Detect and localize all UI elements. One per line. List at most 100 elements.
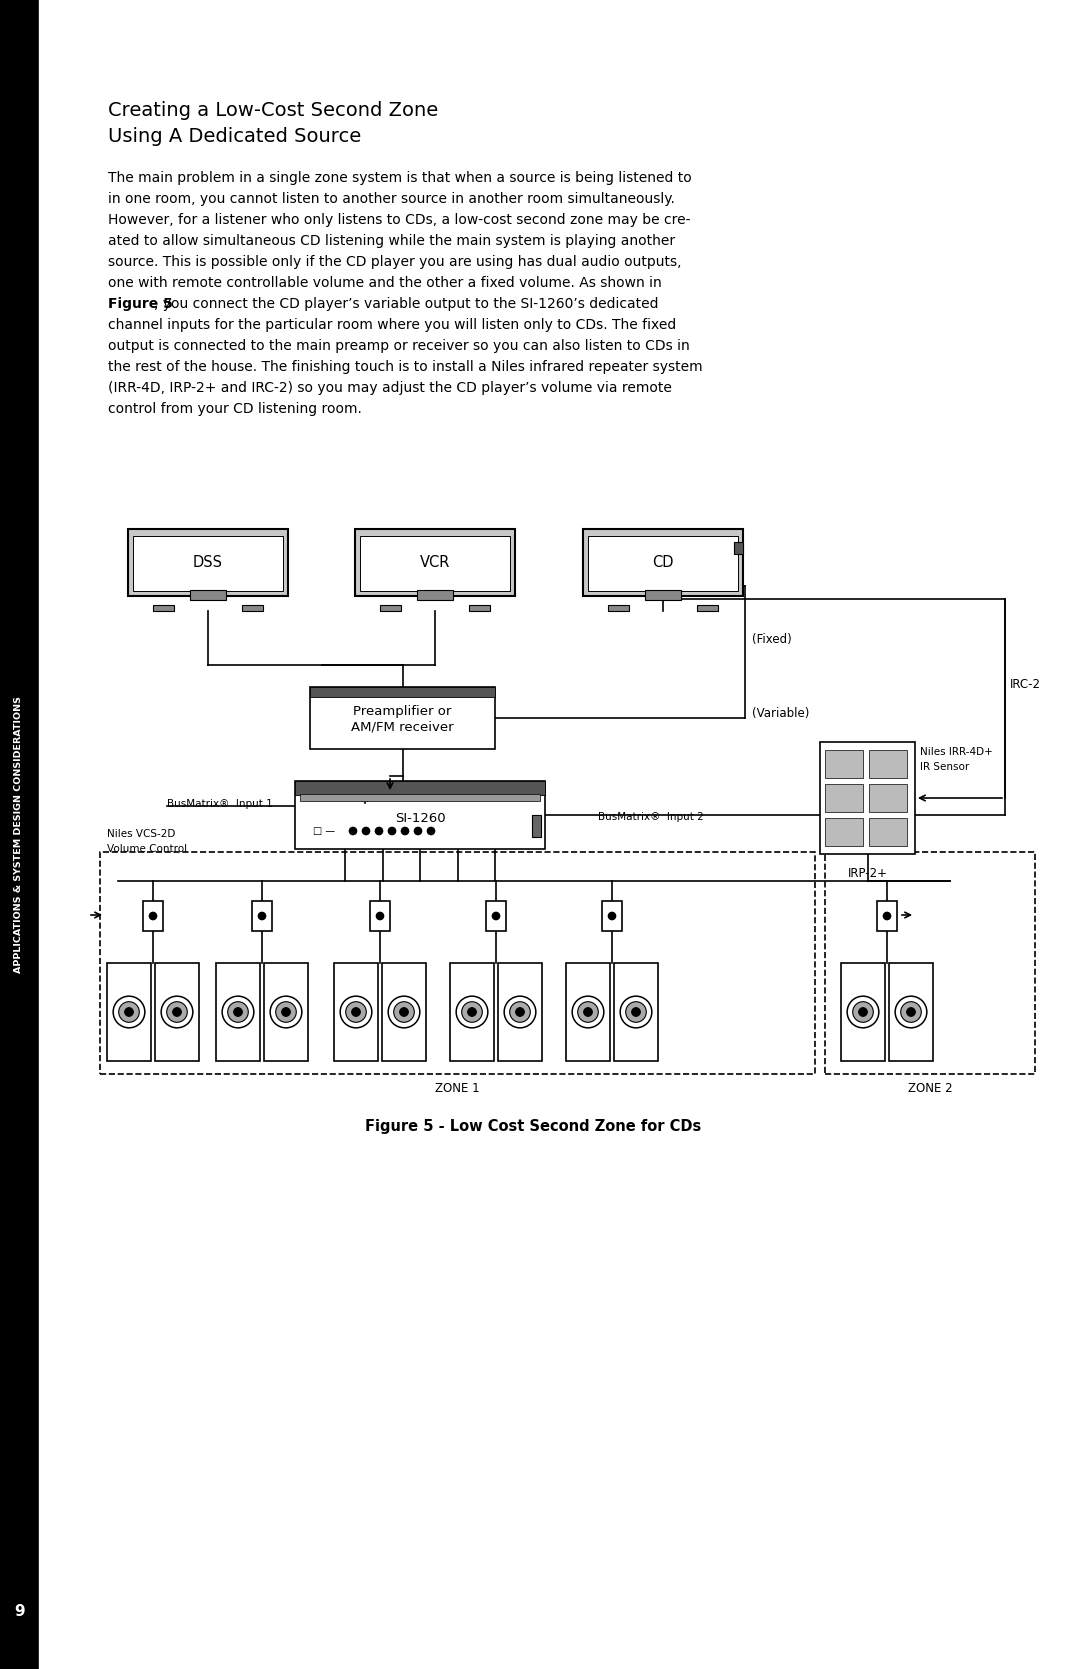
- Bar: [295, 781, 545, 794]
- Circle shape: [363, 828, 369, 834]
- Circle shape: [468, 1008, 476, 1016]
- Circle shape: [124, 1008, 134, 1016]
- Text: □ —: □ —: [313, 826, 335, 836]
- Bar: [264, 963, 308, 1061]
- Circle shape: [895, 996, 927, 1028]
- Circle shape: [149, 913, 157, 920]
- Bar: [252, 901, 272, 931]
- Bar: [216, 963, 260, 1061]
- Bar: [734, 542, 743, 554]
- Text: BusMatrix®  Input 1: BusMatrix® Input 1: [167, 799, 273, 809]
- Bar: [417, 589, 453, 601]
- Circle shape: [428, 828, 434, 834]
- Bar: [583, 529, 743, 596]
- Circle shape: [161, 996, 193, 1028]
- Text: source. This is possible only if the CD player you are using has dual audio outp: source. This is possible only if the CD …: [108, 255, 681, 269]
- Bar: [698, 606, 718, 611]
- Circle shape: [113, 996, 145, 1028]
- Circle shape: [340, 996, 372, 1028]
- Bar: [588, 536, 738, 591]
- Circle shape: [388, 996, 420, 1028]
- Bar: [615, 963, 658, 1061]
- Bar: [382, 963, 426, 1061]
- Bar: [450, 963, 494, 1061]
- Text: in one room, you cannot listen to another source in another room simultaneously.: in one room, you cannot listen to anothe…: [108, 192, 675, 205]
- Text: DSS: DSS: [193, 556, 222, 571]
- Circle shape: [859, 1008, 867, 1016]
- Text: AM/FM receiver: AM/FM receiver: [351, 721, 454, 733]
- Bar: [152, 606, 174, 611]
- Text: control from your CD listening room.: control from your CD listening room.: [108, 402, 362, 416]
- Bar: [486, 901, 507, 931]
- Circle shape: [515, 1008, 525, 1016]
- Text: IRC-2: IRC-2: [1010, 678, 1041, 691]
- Circle shape: [119, 1001, 139, 1023]
- Bar: [869, 818, 907, 846]
- Text: Niles IRR-4D+: Niles IRR-4D+: [920, 748, 993, 758]
- Bar: [602, 901, 622, 931]
- Circle shape: [906, 1008, 916, 1016]
- Text: Volume Control: Volume Control: [107, 845, 187, 855]
- Circle shape: [400, 1008, 408, 1016]
- Bar: [242, 606, 264, 611]
- Circle shape: [166, 1001, 187, 1023]
- Bar: [334, 963, 378, 1061]
- Bar: [355, 529, 515, 596]
- Circle shape: [901, 1001, 921, 1023]
- Bar: [0, 0, 38, 1669]
- Text: CD: CD: [652, 556, 674, 571]
- Circle shape: [222, 996, 254, 1028]
- Text: ZONE 2: ZONE 2: [907, 1082, 953, 1095]
- Circle shape: [346, 1001, 366, 1023]
- Bar: [300, 794, 540, 801]
- Circle shape: [402, 828, 408, 834]
- Bar: [380, 606, 401, 611]
- Circle shape: [883, 913, 891, 920]
- Circle shape: [282, 1008, 291, 1016]
- Circle shape: [377, 913, 383, 920]
- Bar: [156, 963, 199, 1061]
- Circle shape: [632, 1008, 640, 1016]
- Circle shape: [847, 996, 879, 1028]
- Circle shape: [233, 1008, 242, 1016]
- Circle shape: [583, 1008, 593, 1016]
- Text: (IRR-4D, IRP-2+ and IRC-2) so you may adjust the CD player’s volume via remote: (IRR-4D, IRP-2+ and IRC-2) so you may ad…: [108, 381, 672, 396]
- Bar: [841, 963, 885, 1061]
- Text: ZONE 1: ZONE 1: [435, 1082, 480, 1095]
- Bar: [825, 784, 863, 813]
- Text: (Variable): (Variable): [752, 708, 809, 721]
- Bar: [566, 963, 610, 1061]
- Circle shape: [853, 1001, 874, 1023]
- Circle shape: [258, 913, 266, 920]
- Bar: [820, 743, 915, 855]
- Text: , you connect the CD player’s variable output to the SI-1260’s dedicated: , you connect the CD player’s variable o…: [154, 297, 659, 310]
- Circle shape: [173, 1008, 181, 1016]
- Text: SI-1260: SI-1260: [394, 813, 445, 826]
- Circle shape: [376, 828, 382, 834]
- Circle shape: [275, 1001, 296, 1023]
- Bar: [310, 688, 495, 749]
- Text: channel inputs for the particular room where you will listen only to CDs. The fi: channel inputs for the particular room w…: [108, 319, 676, 332]
- Text: Preamplifier or: Preamplifier or: [353, 704, 451, 718]
- Bar: [370, 901, 390, 931]
- Bar: [129, 529, 288, 596]
- Bar: [869, 749, 907, 778]
- Circle shape: [394, 1001, 415, 1023]
- Circle shape: [572, 996, 604, 1028]
- Text: IRP-2+: IRP-2+: [848, 866, 888, 880]
- Bar: [107, 963, 151, 1061]
- Circle shape: [352, 1008, 361, 1016]
- Bar: [360, 536, 510, 591]
- Circle shape: [456, 996, 488, 1028]
- Circle shape: [510, 1001, 530, 1023]
- Bar: [295, 781, 545, 850]
- Circle shape: [415, 828, 421, 834]
- Bar: [498, 963, 542, 1061]
- Circle shape: [625, 1001, 646, 1023]
- Circle shape: [228, 1001, 248, 1023]
- Circle shape: [608, 913, 616, 920]
- Bar: [646, 589, 680, 601]
- Circle shape: [270, 996, 301, 1028]
- Bar: [143, 901, 163, 931]
- Text: IR Sensor: IR Sensor: [920, 763, 969, 773]
